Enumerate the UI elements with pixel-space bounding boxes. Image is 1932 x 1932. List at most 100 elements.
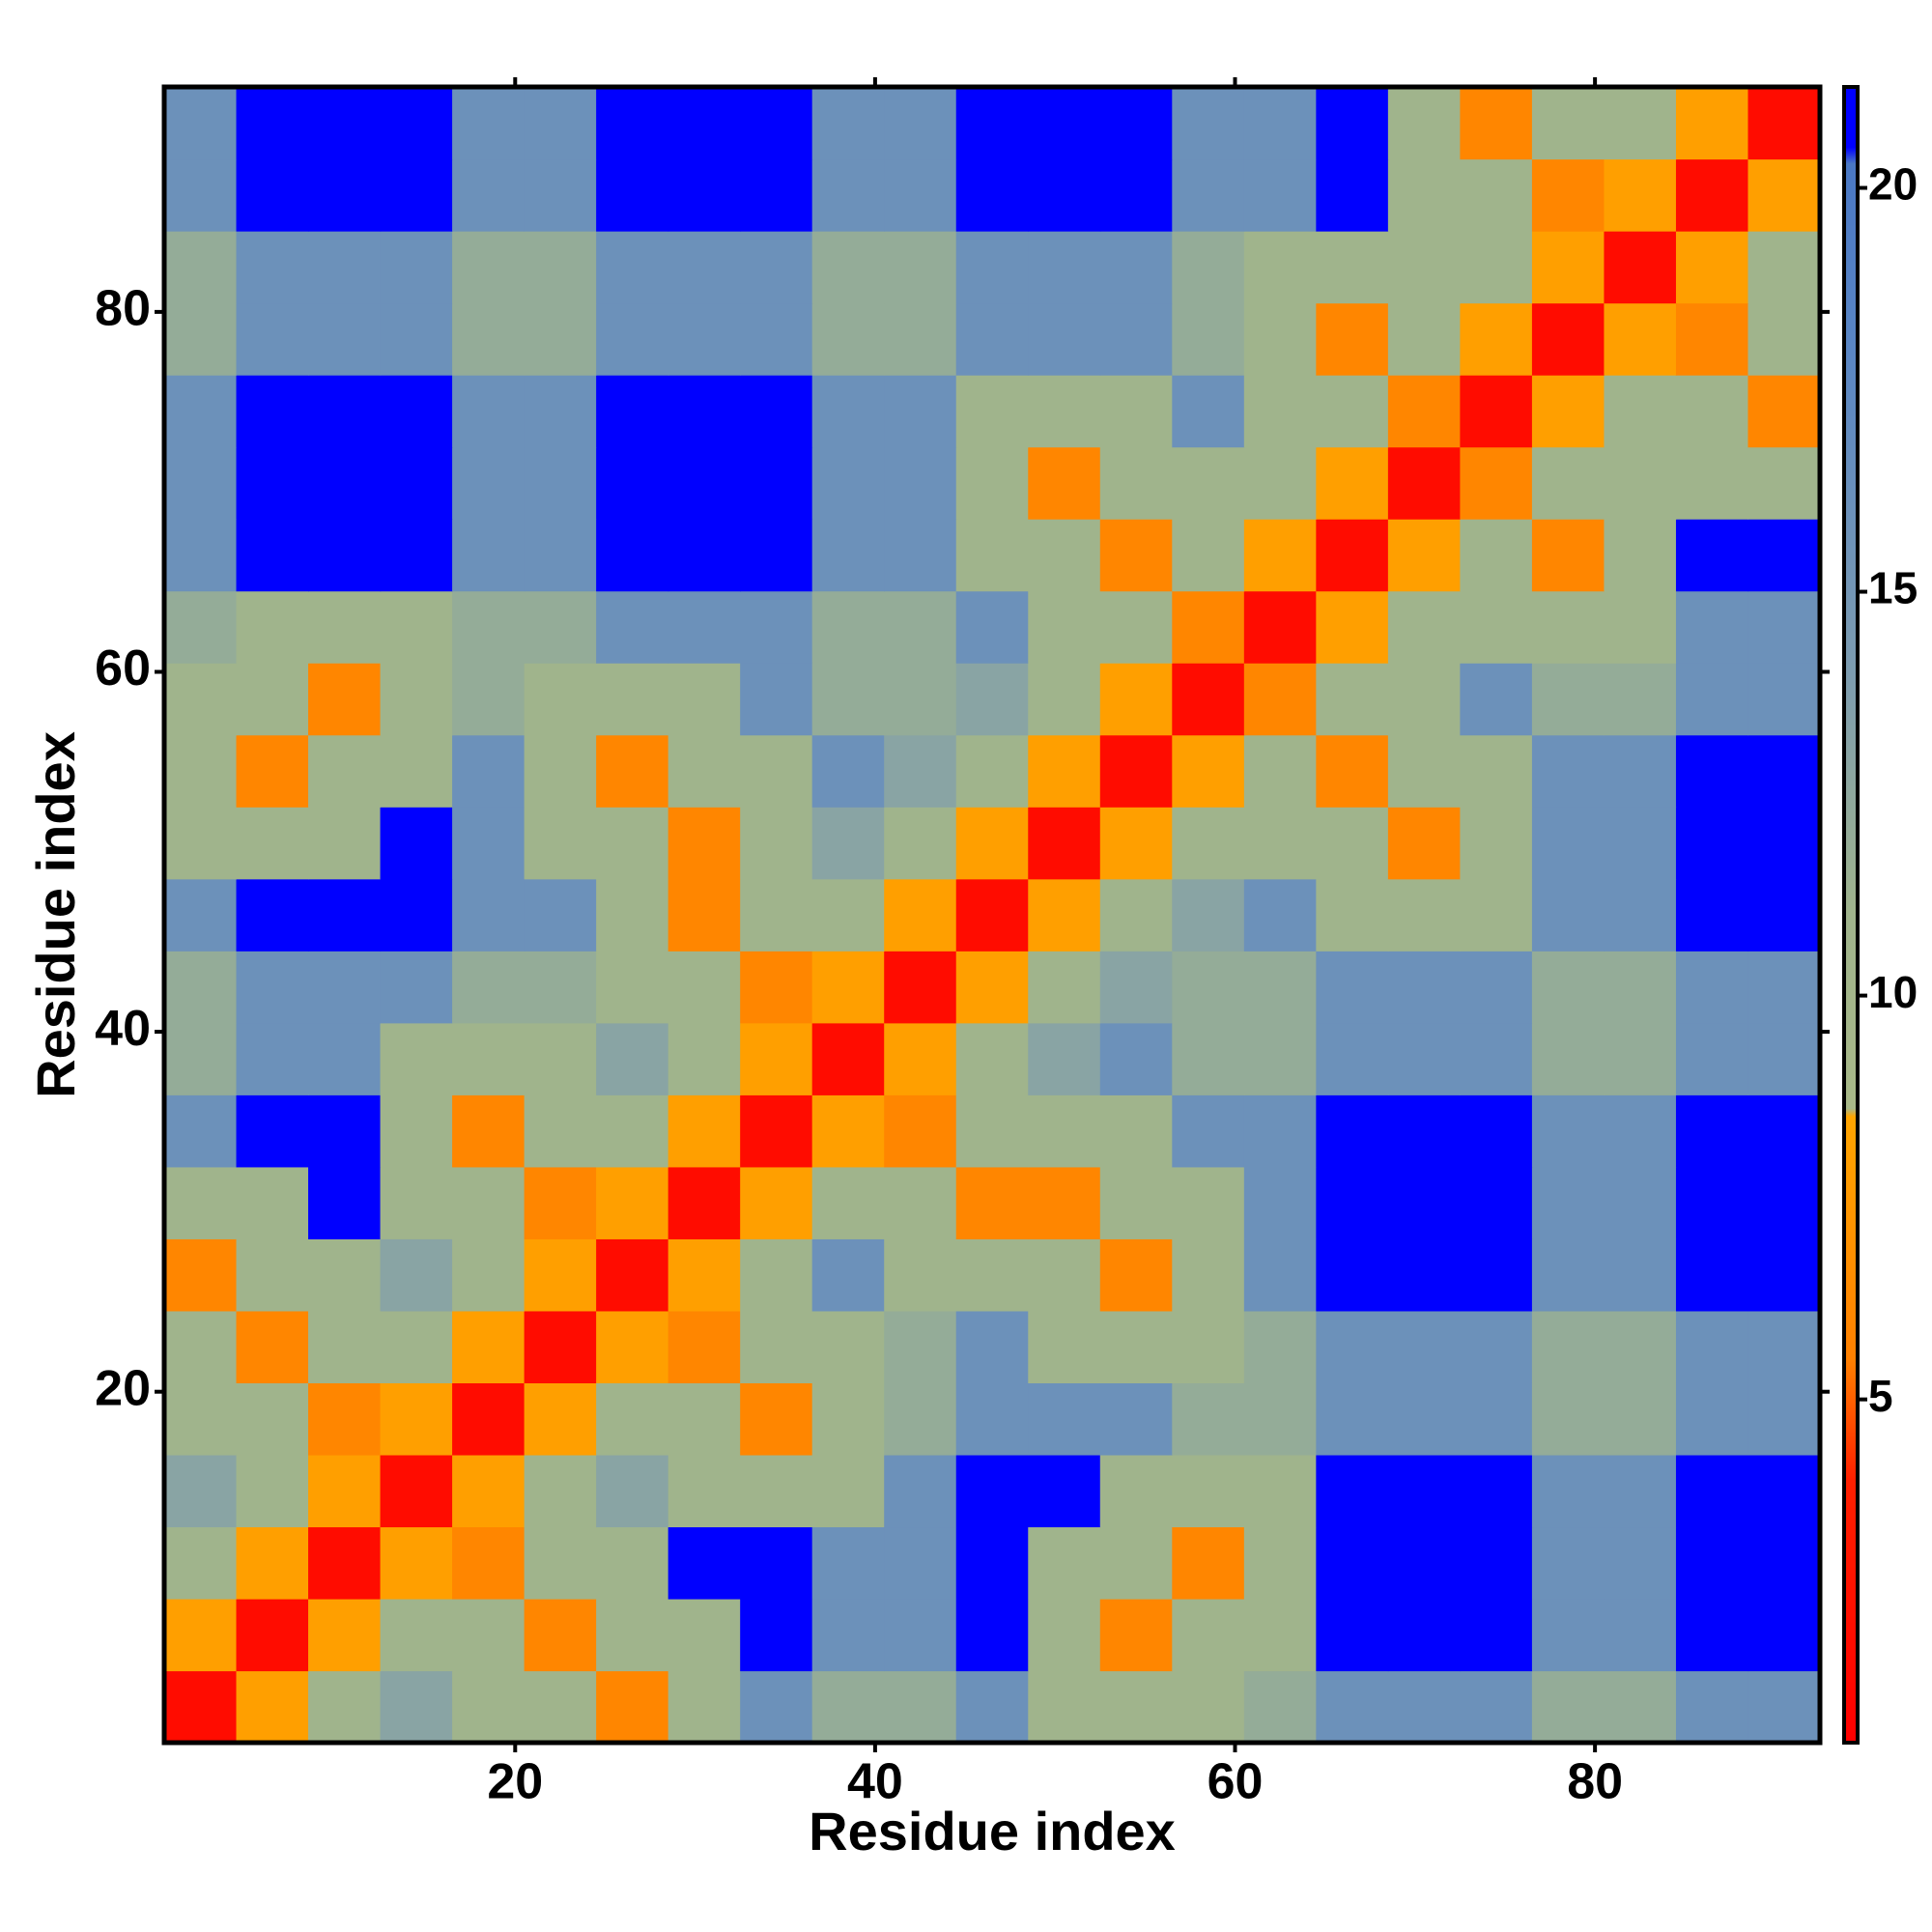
heatmap-cell: [811, 519, 885, 592]
heatmap-cell: [955, 1670, 1029, 1744]
heatmap-cell: [1099, 1598, 1173, 1672]
heatmap-cell: [1099, 807, 1173, 880]
heatmap-cell: [1243, 231, 1317, 304]
heatmap-cell: [1316, 1598, 1389, 1672]
heatmap-cell: [524, 1022, 597, 1095]
heatmap-cell: [236, 302, 309, 376]
heatmap-cell: [1604, 807, 1677, 880]
heatmap-cell: [596, 1670, 669, 1744]
heatmap-cell: [1099, 446, 1173, 520]
heatmap-cell: [1531, 1166, 1605, 1239]
heatmap-cell: [884, 231, 957, 304]
heatmap-cell: [811, 302, 885, 376]
heatmap-cell: [524, 1238, 597, 1312]
heatmap-cell: [1747, 1310, 1821, 1383]
heatmap-cell: [308, 590, 382, 664]
heatmap-cell: [164, 1166, 238, 1239]
heatmap-cell: [1172, 1022, 1245, 1095]
heatmap-cell: [380, 807, 453, 880]
heatmap-cell: [1531, 734, 1605, 808]
heatmap-cell: [524, 302, 597, 376]
heatmap-cell: [1243, 807, 1317, 880]
heatmap-cell: [380, 1238, 453, 1312]
heatmap-cell: [1243, 1526, 1317, 1600]
heatmap-cell: [811, 1598, 885, 1672]
heatmap-cell: [811, 590, 885, 664]
heatmap-cell: [380, 1598, 453, 1672]
heatmap-cell: [668, 1238, 741, 1312]
heatmap-cell: [308, 519, 382, 592]
heatmap-cell: [1172, 446, 1245, 520]
heatmap-cell: [1243, 375, 1317, 448]
heatmap-cell: [164, 519, 238, 592]
heatmap-cell: [1460, 302, 1533, 376]
heatmap-cell: [1387, 878, 1461, 952]
heatmap-cell: [308, 878, 382, 952]
heatmap-cell: [1531, 87, 1605, 160]
heatmap-cell: [524, 1454, 597, 1528]
heatmap-cell: [164, 878, 238, 952]
heatmap-cell: [1460, 446, 1533, 520]
heatmap-cell: [884, 158, 957, 232]
heatmap-cell: [1316, 231, 1389, 304]
heatmap-cell: [308, 87, 382, 160]
heatmap-cell: [1747, 807, 1821, 880]
heatmap-cell: [236, 807, 309, 880]
heatmap-cell: [1604, 375, 1677, 448]
heatmap-cell: [524, 446, 597, 520]
heatmap-cell: [308, 1310, 382, 1383]
heatmap-cell: [740, 375, 813, 448]
heatmap-cell: [596, 1022, 669, 1095]
heatmap-cell: [740, 446, 813, 520]
heatmap-cell: [740, 231, 813, 304]
heatmap-cell: [1675, 878, 1749, 952]
heatmap-cell: [1460, 1670, 1533, 1744]
heatmap-cell: [740, 1382, 813, 1456]
heatmap-cell: [1316, 1454, 1389, 1528]
heatmap-cell: [164, 1094, 238, 1168]
heatmap-cell: [1028, 1022, 1101, 1095]
heatmap-cell: [236, 519, 309, 592]
colorbar-tick-label: 5: [1868, 1371, 1893, 1421]
heatmap-cell: [1172, 807, 1245, 880]
heatmap-cell: [380, 590, 453, 664]
heatmap-cell: [1316, 519, 1389, 592]
heatmap-cell: [164, 663, 238, 736]
heatmap-cell: [1747, 1598, 1821, 1672]
heatmap-cell: [380, 663, 453, 736]
heatmap-cell: [1243, 1094, 1317, 1168]
heatmap-cell: [668, 87, 741, 160]
heatmap-cell: [668, 1022, 741, 1095]
heatmap-cell: [164, 1670, 238, 1744]
heatmap-cell: [380, 158, 453, 232]
heatmap-cell: [164, 87, 238, 160]
heatmap-cell: [596, 734, 669, 808]
heatmap-cell: [236, 951, 309, 1024]
heatmap-cell: [1675, 807, 1749, 880]
heatmap-cell: [452, 302, 526, 376]
heatmap-cell: [811, 663, 885, 736]
heatmap-cell: [524, 590, 597, 664]
heatmap-cell: [955, 158, 1029, 232]
colorbar-tick-label: 20: [1868, 159, 1918, 210]
heatmap-cell: [955, 1382, 1029, 1456]
heatmap-cell: [1028, 158, 1101, 232]
heatmap-cell: [164, 158, 238, 232]
heatmap-cell: [884, 1382, 957, 1456]
heatmap-cell: [1604, 1382, 1677, 1456]
heatmap-cell: [668, 1670, 741, 1744]
heatmap-cell: [955, 1310, 1029, 1383]
heatmap-cell: [164, 734, 238, 808]
heatmap-cell: [308, 1526, 382, 1600]
heatmap-cell: [164, 1526, 238, 1600]
heatmap-cell: [1460, 807, 1533, 880]
heatmap-cell: [308, 375, 382, 448]
heatmap-cell: [811, 87, 885, 160]
plot-frame: [161, 84, 1823, 1746]
heatmap-cell: [1747, 1670, 1821, 1744]
heatmap-cell: [380, 231, 453, 304]
heatmap-cell: [596, 878, 669, 952]
heatmap-cell: [1316, 1382, 1389, 1456]
heatmap-cell: [236, 878, 309, 952]
heatmap-cell: [884, 1166, 957, 1239]
